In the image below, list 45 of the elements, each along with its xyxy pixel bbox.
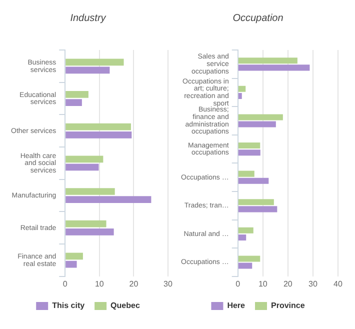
bar xyxy=(238,150,260,156)
x-tick-label: 30 xyxy=(164,279,173,288)
bar xyxy=(66,58,124,66)
legend-label: Quebec xyxy=(110,301,140,310)
bar xyxy=(66,196,152,204)
bar xyxy=(66,220,106,228)
bar xyxy=(238,178,269,184)
x-tick-label: 20 xyxy=(283,279,293,288)
bar xyxy=(238,262,252,269)
legend-label: This city xyxy=(52,301,86,310)
bar xyxy=(238,92,242,99)
x-tick-label: 40 xyxy=(334,279,343,288)
x-tick-label: 0 xyxy=(62,279,68,288)
bar xyxy=(66,164,99,171)
bar xyxy=(66,228,114,236)
bar xyxy=(238,234,246,240)
x-tick-label: 30 xyxy=(308,279,318,288)
x-tick-label: 0 xyxy=(236,279,241,288)
bar xyxy=(66,260,77,268)
bar xyxy=(238,206,278,212)
bar xyxy=(66,252,83,260)
chart-title: Occupation xyxy=(232,12,284,24)
bar xyxy=(66,99,82,106)
bar xyxy=(238,58,298,64)
bar xyxy=(66,131,132,138)
bar xyxy=(238,86,246,92)
x-tick-label: 10 xyxy=(94,279,104,288)
bar xyxy=(238,170,254,177)
bar xyxy=(66,91,88,98)
bar xyxy=(238,142,260,149)
bar xyxy=(238,227,254,234)
bar xyxy=(66,188,115,195)
x-tick-label: 10 xyxy=(258,279,268,288)
bar xyxy=(66,123,131,130)
chart-title: Industry xyxy=(70,12,107,24)
bar xyxy=(66,156,104,163)
bar xyxy=(238,199,274,206)
bar xyxy=(66,66,110,74)
bar xyxy=(238,121,276,128)
bar xyxy=(238,114,283,120)
legend-label: Here xyxy=(227,301,246,310)
bar xyxy=(238,256,260,262)
legend-label: Province xyxy=(271,301,306,310)
x-tick-label: 20 xyxy=(129,279,139,288)
bar xyxy=(238,64,310,71)
